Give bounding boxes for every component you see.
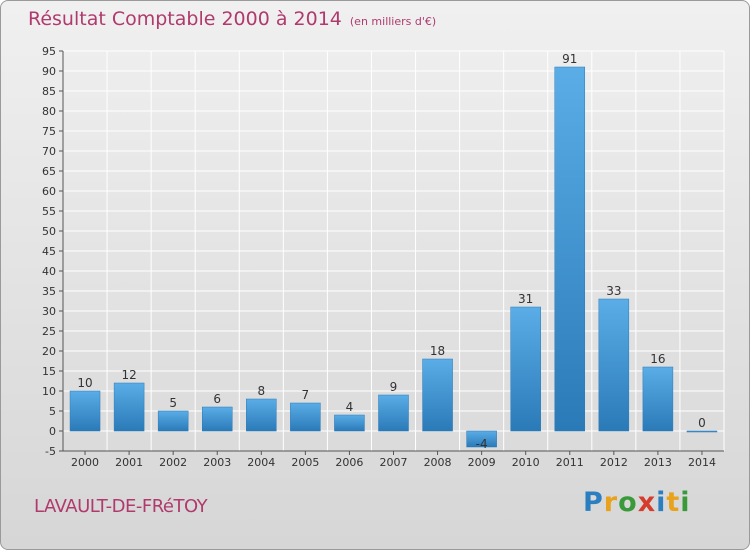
y-tick-label: 60 xyxy=(42,185,56,198)
x-tick-label: 2013 xyxy=(644,456,672,469)
bar-2001 xyxy=(113,382,145,432)
y-tick-label: 70 xyxy=(42,145,56,158)
bar-value-label: 6 xyxy=(213,392,221,406)
y-tick-label: 10 xyxy=(42,385,56,398)
y-tick-label: 15 xyxy=(42,365,56,378)
y-tick-label: 65 xyxy=(42,165,56,178)
bar-2008 xyxy=(422,358,453,432)
x-tick-label: 2014 xyxy=(688,456,716,469)
bar-value-label: 9 xyxy=(390,380,398,394)
bar-2012 xyxy=(598,298,630,432)
bar-2003 xyxy=(201,406,233,432)
x-tick-label: 2009 xyxy=(468,456,496,469)
x-tick-label: 2000 xyxy=(71,456,99,469)
y-tick-label: 5 xyxy=(49,405,56,418)
bar-value-labels: 10 12 5 6 8 7 4 9 18 -4 31 91 33 16 0 xyxy=(77,52,705,451)
axes: -505101520253035404550556065707580859095… xyxy=(42,45,724,469)
bar-value-label: 4 xyxy=(346,400,354,414)
bar-value-label: 0 xyxy=(698,416,706,430)
bar-2002 xyxy=(157,410,189,432)
y-tick-label: 20 xyxy=(42,345,56,358)
chart-title: Résultat Comptable 2000 à 2014 (en millie… xyxy=(28,8,436,30)
bar-2005 xyxy=(290,402,321,432)
y-tick-label: 55 xyxy=(42,205,56,218)
x-tick-label: 2002 xyxy=(159,456,187,469)
y-tick-label: 25 xyxy=(42,325,56,338)
x-tick-label: 2010 xyxy=(512,456,540,469)
bar-2011 xyxy=(554,66,586,432)
proxiti-logo: Proxiti xyxy=(583,487,691,518)
x-tick-label: 2001 xyxy=(115,456,143,469)
x-tick-label: 2007 xyxy=(380,456,408,469)
bar-2013 xyxy=(642,366,674,432)
y-tick-label: 35 xyxy=(42,285,56,298)
y-tick-label: 40 xyxy=(42,265,56,278)
bar-value-label: 5 xyxy=(169,396,177,410)
logo-letter: x xyxy=(637,487,657,518)
y-tick-label: 50 xyxy=(42,225,56,238)
bar-value-label: 10 xyxy=(77,376,92,390)
bar-2000 xyxy=(69,390,101,432)
y-tick-label: 90 xyxy=(42,65,56,78)
y-tick-label: 45 xyxy=(42,245,56,258)
logo-letter: r xyxy=(603,487,619,518)
bar-value-label: 31 xyxy=(518,292,533,306)
logo-letter: P xyxy=(583,487,604,518)
commune-name: LAVAULT-DE-FRéTOY xyxy=(34,496,208,517)
bar-2014 xyxy=(686,430,718,433)
bar-value-label: -4 xyxy=(476,437,488,451)
bar-value-label: 7 xyxy=(302,388,310,402)
bar-value-label: 8 xyxy=(257,384,265,398)
x-tick-label: 2005 xyxy=(291,456,319,469)
bar-2009 xyxy=(466,430,497,448)
x-tick-label: 2003 xyxy=(203,456,231,469)
y-tick-label: 80 xyxy=(42,105,56,118)
logo-letter: t xyxy=(666,487,681,518)
bar-2006 xyxy=(334,414,365,432)
logo-letter: i xyxy=(656,487,667,518)
bars xyxy=(69,66,718,448)
logo-letter: o xyxy=(618,487,638,518)
y-tick-label: -5 xyxy=(45,445,56,458)
bar-value-label: 91 xyxy=(562,52,577,66)
x-tick-label: 2004 xyxy=(247,456,275,469)
x-tick-label: 2008 xyxy=(424,456,452,469)
bar-value-label: 12 xyxy=(121,368,136,382)
x-tick-label: 2011 xyxy=(556,456,584,469)
bar-value-label: 16 xyxy=(650,352,665,366)
x-tick-label: 2012 xyxy=(600,456,628,469)
y-tick-label: 75 xyxy=(42,125,56,138)
chart-subtitle: (en milliers d'€) xyxy=(349,15,437,28)
y-tick-label: 0 xyxy=(49,425,56,438)
bar-2007 xyxy=(378,394,409,432)
y-tick-label: 30 xyxy=(42,305,56,318)
bar-value-label: 18 xyxy=(430,344,445,358)
bar-value-label: 33 xyxy=(606,284,621,298)
chart-title-text: Résultat Comptable 2000 à 2014 xyxy=(28,8,342,30)
x-tick-label: 2006 xyxy=(335,456,363,469)
y-tick-label: 95 xyxy=(42,45,56,58)
y-tick-label: 85 xyxy=(42,85,56,98)
logo-letter: i xyxy=(680,487,691,518)
bar-2004 xyxy=(246,398,277,432)
bar-2010 xyxy=(510,306,541,432)
